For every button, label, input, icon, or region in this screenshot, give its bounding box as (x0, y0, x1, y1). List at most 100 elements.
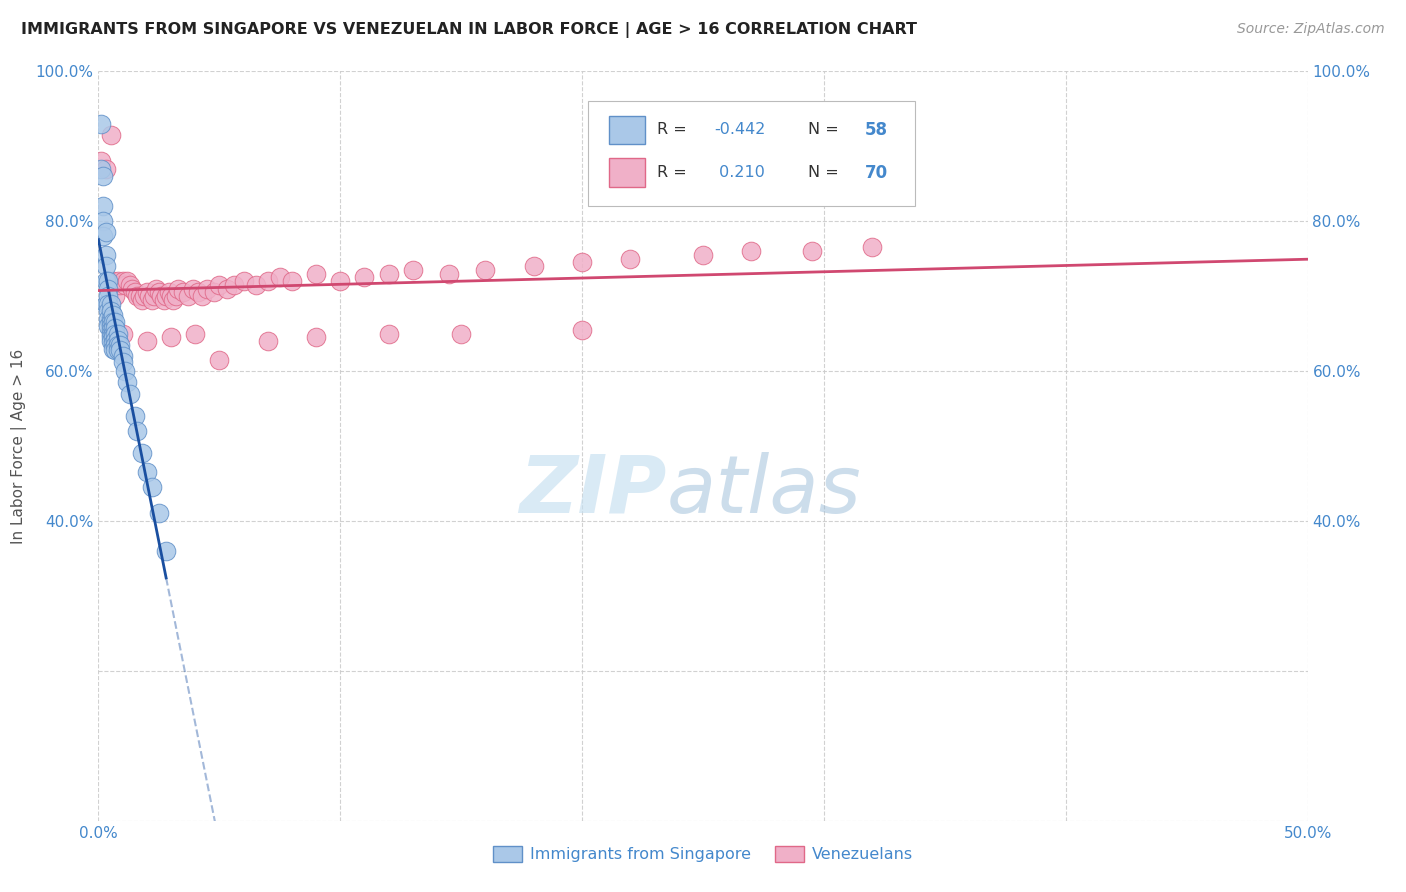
Point (101, 342, 124, 356)
Point (181, 282, 204, 296)
Point (117, 376, 139, 390)
Point (269, 270, 291, 285)
Point (860, 240, 883, 254)
Point (108, 277, 131, 292)
Point (100, 330, 122, 344)
Point (143, 289, 166, 303)
Point (148, 285, 170, 300)
Point (155, 289, 177, 303)
Text: -0.442: -0.442 (714, 122, 765, 137)
Point (100, 311, 122, 326)
Point (97, 289, 120, 303)
Point (215, 282, 238, 296)
Point (100, 323, 122, 337)
Point (101, 330, 124, 344)
Text: 70: 70 (865, 163, 889, 181)
Point (172, 285, 194, 300)
Point (104, 333, 127, 347)
Text: ZIP: ZIP (519, 452, 666, 530)
Point (100, 296, 122, 310)
Point (100, 304, 122, 318)
Point (117, 274, 139, 288)
Text: atlas: atlas (666, 452, 862, 530)
Point (619, 252, 641, 266)
Point (167, 282, 190, 296)
Point (145, 282, 167, 296)
Point (94, 161, 117, 176)
Point (107, 343, 129, 357)
Point (108, 343, 131, 357)
Point (402, 263, 425, 277)
Point (305, 267, 328, 281)
Point (94, 259, 117, 273)
Point (101, 320, 124, 334)
Point (104, 315, 127, 329)
Text: 0.210: 0.210 (714, 165, 765, 180)
Point (523, 259, 546, 273)
Point (104, 343, 127, 357)
Point (127, 289, 149, 303)
Point (157, 285, 180, 300)
Point (107, 333, 129, 347)
Point (128, 289, 150, 303)
Point (281, 274, 304, 288)
Point (121, 282, 143, 296)
Point (191, 289, 214, 303)
Point (208, 352, 231, 367)
Point (101, 308, 124, 322)
Point (160, 330, 183, 344)
Point (97, 319, 120, 334)
Point (101, 335, 124, 350)
Point (100, 319, 122, 334)
Point (450, 326, 472, 341)
Point (377, 267, 399, 281)
Point (90, 161, 112, 176)
Point (91, 229, 114, 244)
Point (91, 214, 114, 228)
Point (162, 293, 184, 307)
Point (152, 293, 174, 307)
Text: R =: R = (657, 122, 692, 137)
Point (107, 338, 129, 352)
Point (204, 285, 226, 300)
Point (134, 289, 156, 303)
Point (155, 544, 177, 558)
Point (94, 248, 117, 262)
Point (141, 293, 163, 307)
Point (329, 274, 352, 288)
Point (91, 169, 114, 184)
Text: N =: N = (808, 165, 844, 180)
Point (107, 326, 129, 341)
Point (90, 154, 112, 169)
Y-axis label: In Labor Force | Age > 16: In Labor Force | Age > 16 (11, 349, 27, 543)
Point (187, 285, 209, 300)
Point (232, 274, 254, 288)
Point (91, 199, 114, 213)
Text: R =: R = (657, 165, 692, 180)
Point (437, 267, 460, 281)
Point (474, 263, 496, 277)
Point (104, 338, 127, 352)
Point (135, 334, 157, 348)
Text: Source: ZipAtlas.com: Source: ZipAtlas.com (1237, 22, 1385, 37)
Point (177, 289, 200, 303)
Point (124, 285, 146, 300)
Point (97, 304, 120, 318)
Point (101, 326, 124, 341)
Point (195, 282, 218, 296)
Point (208, 277, 231, 292)
Point (141, 480, 163, 494)
Text: 58: 58 (865, 120, 889, 139)
Point (94, 226, 117, 240)
Point (97, 311, 120, 326)
Point (135, 465, 157, 479)
Point (377, 326, 399, 341)
Text: N =: N = (808, 122, 844, 137)
Point (97, 296, 120, 310)
Point (353, 270, 375, 285)
Point (571, 323, 593, 337)
Point (94, 274, 117, 288)
Point (148, 507, 170, 521)
Point (101, 274, 124, 288)
Point (108, 338, 131, 352)
